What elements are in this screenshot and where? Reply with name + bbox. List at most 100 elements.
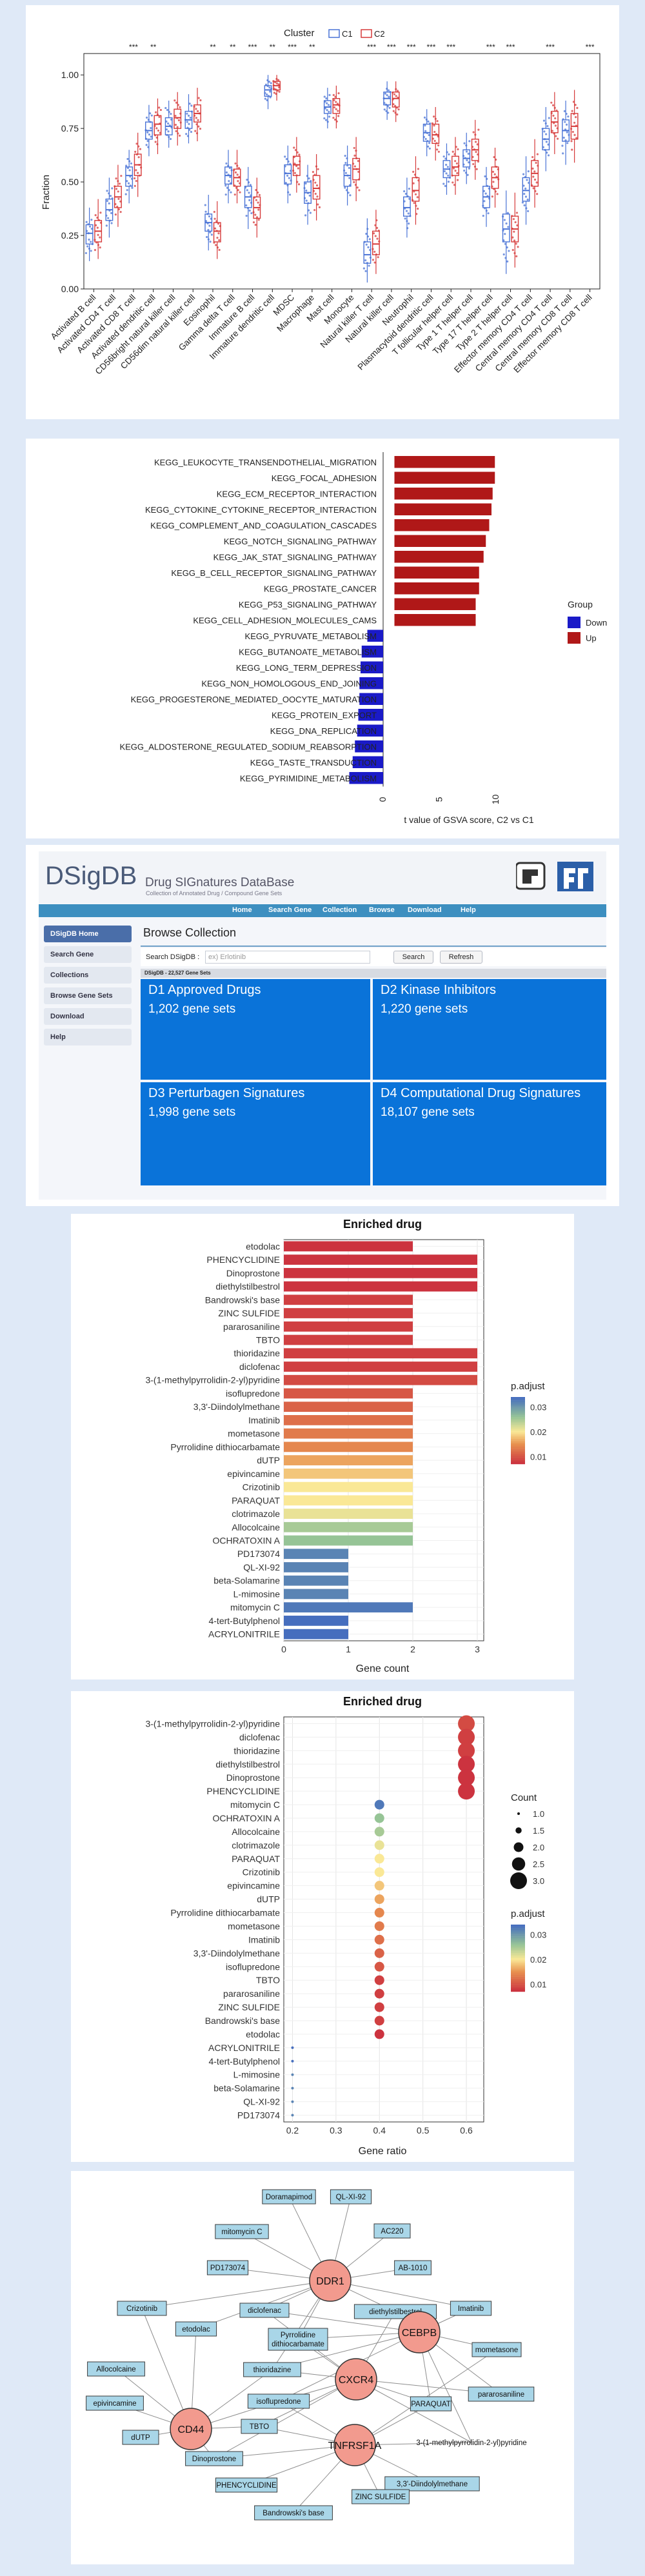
nav-home[interactable]: Home xyxy=(232,906,252,914)
bar-clotrimazole xyxy=(284,1509,413,1519)
drug-node-dutp[interactable]: dUTP xyxy=(122,2430,159,2445)
side-help[interactable]: Help xyxy=(44,1029,132,1045)
box-activated-cd8-t-cell-c2 xyxy=(133,132,143,197)
dot-legend-swatch xyxy=(511,1978,525,1980)
drug-node-ql-xi-92[interactable]: QL-XI-92 xyxy=(330,2189,372,2204)
drug-node-bandrowski-s-base[interactable]: Bandrowski's base xyxy=(254,2505,333,2521)
dot-legend-swatch xyxy=(511,1926,525,1928)
dot-legend-tick: 0.01 xyxy=(530,1979,546,1989)
side-download[interactable]: Download xyxy=(44,1008,132,1025)
dsigdb-title: Drug SIGnatures DataBase xyxy=(145,876,295,889)
gsva-label-kegg-long-term-depression: KEGG_LONG_TERM_DEPRESSION xyxy=(236,663,377,673)
dot-legend-swatch xyxy=(511,1945,525,1947)
drug-node-imatinib[interactable]: Imatinib xyxy=(450,2301,492,2316)
side-collections[interactable]: Collections xyxy=(44,967,132,984)
drug-node-tbto[interactable]: TBTO xyxy=(241,2419,278,2434)
drug-node-label: Pyrrolidine xyxy=(281,2332,315,2339)
drug-node-etodolac[interactable]: etodolac xyxy=(175,2321,217,2337)
drug-node-zinc-sulfide[interactable]: ZINC SULFIDE xyxy=(352,2489,410,2504)
tile-d3[interactable]: D3 Perturbagen Signatures 1,998 gene set… xyxy=(141,1082,370,1185)
tile-d4[interactable]: D4 Computational Drug Signatures 18,107 … xyxy=(373,1082,606,1185)
nav-help[interactable]: Help xyxy=(461,906,476,914)
drug-node-mitomycin-c[interactable]: mitomycin C xyxy=(215,2224,269,2239)
gsva-bar-kegg-p53-signaling-pathway xyxy=(394,598,476,610)
dot-legend-swatch xyxy=(511,1983,525,1985)
nav-download[interactable]: Download xyxy=(408,906,442,914)
box-immature-dendritic-cell-c1 xyxy=(264,75,273,110)
tile-d2[interactable]: D2 Kinase Inhibitors 1,220 gene sets xyxy=(373,979,606,1080)
drug-node-doramapimod[interactable]: Doramapimod xyxy=(262,2189,316,2204)
dot-mitomycin-c xyxy=(374,1799,384,1810)
dsigdb-logo[interactable]: DSigDB xyxy=(45,862,137,890)
drug-node-pyrrolidine-dithiocarbamate[interactable]: Pyrrolidine dithiocarbamate xyxy=(268,2328,328,2351)
box-significance: *** xyxy=(446,43,455,52)
tile-d2-count: 1,220 gene sets xyxy=(381,1002,468,1016)
dot-beta-solamarine xyxy=(291,2086,294,2090)
gsva-bar-kegg-cytokine-cytokine-receptor-interaction xyxy=(394,503,491,515)
dot-xtick-label: 0.3 xyxy=(330,2125,342,2135)
gene-node-cd44[interactable]: CD44 xyxy=(170,2408,212,2450)
bar-zinc-sulfide xyxy=(284,1308,413,1318)
gsva-label-kegg-pyruvate-metabolism: KEGG_PYRUVATE_METABOLISM xyxy=(245,631,377,641)
nav-browse[interactable]: Browse xyxy=(369,906,395,914)
box-significance: *** xyxy=(387,43,396,52)
drug-node-ab-1010[interactable]: AB-1010 xyxy=(394,2260,432,2275)
box-significance: *** xyxy=(506,43,515,52)
box-eosinophil-c1 xyxy=(204,195,213,251)
gsva-legend-down: Down xyxy=(568,617,607,628)
bar-4-tert-butylphenol xyxy=(284,1616,348,1626)
drug-node-thioridazine[interactable]: thioridazine xyxy=(243,2362,301,2377)
bar-label-ochratoxin-a: OCHRATOXIN A xyxy=(212,1536,280,1546)
drug-node-pararosaniline[interactable]: pararosaniline xyxy=(468,2386,535,2402)
gene-node-cebpb[interactable]: CEBPB xyxy=(398,2311,441,2353)
drug-node-paraquat[interactable]: PARAQUAT xyxy=(410,2396,452,2412)
gsva-label-kegg-cell-adhesion-molecules-cams: KEGG_CELL_ADHESION_MOLECULES_CAMS xyxy=(193,615,377,625)
drug-node-pd173074[interactable]: PD173074 xyxy=(206,2260,249,2275)
bar-label-diethylstilbestrol: diethylstilbestrol xyxy=(215,1282,280,1292)
refresh-button[interactable]: Refresh xyxy=(440,951,482,964)
drug-node-3-3-diindolylmethane[interactable]: 3,3'-Diindolylmethane xyxy=(384,2476,480,2492)
search-button[interactable]: Search xyxy=(393,951,433,964)
drug-node-diclofenac[interactable]: diclofenac xyxy=(239,2303,290,2318)
box-central-memory-cd8-t-cell-c2 xyxy=(570,90,579,163)
side-browse-gene-sets[interactable]: Browse Gene Sets xyxy=(44,987,132,1004)
search-input[interactable]: ex) Erlotinib xyxy=(205,951,370,964)
box-activated-cd8-t-cell-c1 xyxy=(124,150,134,204)
drug-node-allocolcaine[interactable]: Allocolcaine xyxy=(87,2361,145,2377)
dot-legend-swatch xyxy=(511,1929,525,1932)
side-search-gene[interactable]: Search Gene xyxy=(44,946,132,963)
drug-node-phencyclidine[interactable]: PHENCYCLIDINE xyxy=(215,2477,278,2493)
bar-label-4-tert-butylphenol: 4-tert-Butylphenol xyxy=(208,1616,280,1626)
dot-thioridazine xyxy=(458,1742,475,1759)
gene-node-ddr1[interactable]: DDR1 xyxy=(309,2259,352,2302)
side-home[interactable]: DSigDB Home xyxy=(44,926,132,942)
box-significance: *** xyxy=(586,43,595,52)
nav-search-gene[interactable]: Search Gene xyxy=(268,906,312,914)
drug-node-crizotinib[interactable]: Crizotinib xyxy=(117,2301,167,2316)
dot-label-pd173074: PD173074 xyxy=(237,2110,280,2121)
gene-node-cxcr4[interactable]: CXCR4 xyxy=(335,2358,377,2401)
gsva-label-kegg-aldosterone-regulated-sodium-reabsorption: KEGG_ALDOSTERONE_REGULATED_SODIUM_REABSO… xyxy=(119,742,377,751)
drug-node-isoflupredone[interactable]: isoflupredone xyxy=(247,2393,310,2409)
nav-collection[interactable]: Collection xyxy=(322,906,357,914)
tile-d1[interactable]: D1 Approved Drugs 1,202 gene sets xyxy=(141,979,370,1080)
dot-legend-swatch xyxy=(511,1956,525,1959)
gsva-bar-kegg-progesterone-mediated-oocyte-maturation xyxy=(359,693,383,705)
drug-node-label: Dinoprostone xyxy=(192,2455,236,2463)
bar-label-bandrowski-s-base: Bandrowski's base xyxy=(205,1294,281,1305)
bar-label-beta-solamarine: beta-Solamarine xyxy=(213,1576,280,1586)
enriched-drug-barplot: Enriched drug Gene count p.adjust 0.03 0.… xyxy=(145,1218,546,1674)
gsva-label-kegg-complement-and-coagulation-cascades: KEGG_COMPLEMENT_AND_COAGULATION_CASCADES xyxy=(150,520,377,530)
drug-node-ac220[interactable]: AC220 xyxy=(373,2223,411,2239)
box-type-2-t-helper-cell-c2 xyxy=(511,192,519,268)
dot-label-pararosaniline: pararosaniline xyxy=(223,1988,280,1999)
drug-node-3-1-methylpyrrolidin-2-yl-pyridine[interactable]: 3-(1-methylpyrrolidin-2-yl)pyridine xyxy=(416,2439,526,2447)
drug-node-mometasone[interactable]: mometasone xyxy=(471,2342,522,2357)
dot-label-diethylstilbestrol: diethylstilbestrol xyxy=(215,1759,280,1769)
drug-node-dinoprostone[interactable]: Dinoprostone xyxy=(185,2451,243,2466)
drug-node-epivincamine[interactable]: epivincamine xyxy=(86,2395,144,2411)
dot-legend-title: p.adjust xyxy=(511,1908,545,1919)
dot-crizotinib xyxy=(374,1867,384,1878)
gene-node-tnfrsf1a[interactable]: TNFRSF1A xyxy=(328,2424,382,2466)
tile-d2-title: D2 Kinase Inhibitors xyxy=(381,983,496,997)
